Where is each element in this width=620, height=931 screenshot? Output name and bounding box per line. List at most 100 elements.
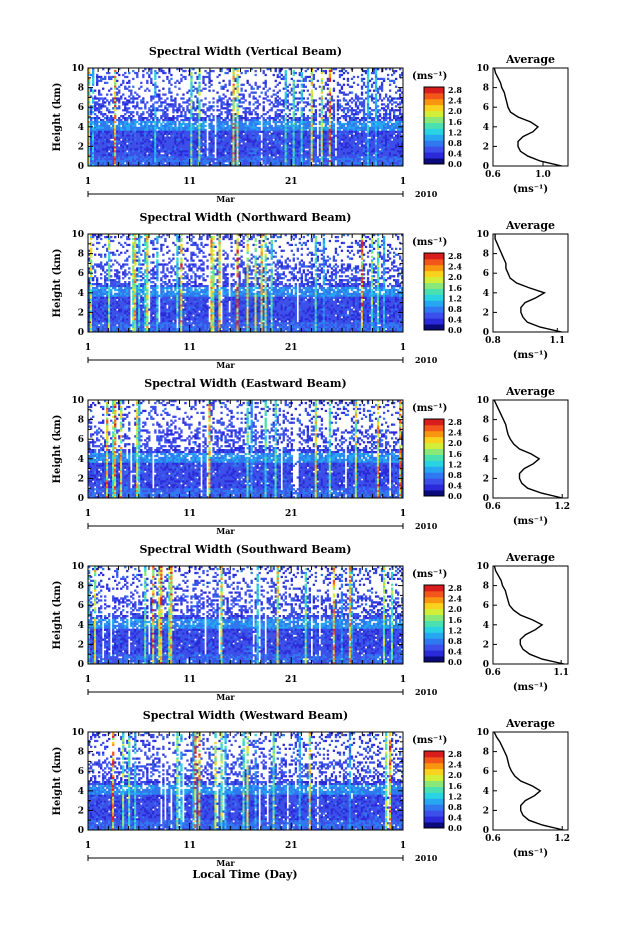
- colorbar-segment: [424, 763, 444, 769]
- y-tick-label: 6: [78, 601, 84, 611]
- y-tick-label: 4: [78, 787, 84, 797]
- x-tick-label: 1: [85, 177, 91, 187]
- y-tick-label: 4: [78, 455, 84, 465]
- colorbar-segment: [424, 615, 444, 621]
- colorbar-tick-label: 2.4: [448, 760, 462, 770]
- colorbar-tick-label: 1.6: [448, 781, 462, 791]
- colorbar-unit: (ms⁻¹): [412, 569, 447, 580]
- panel-title: Spectral Width (Vertical Beam): [149, 45, 342, 58]
- year-label: 2010: [415, 189, 438, 199]
- average-y-tick-label: 6: [483, 601, 489, 611]
- x-tick-label: 11: [183, 841, 196, 851]
- colorbar-segment: [424, 822, 444, 828]
- colorbar-unit: (ms⁻¹): [412, 237, 447, 248]
- colorbar-segment: [424, 443, 444, 449]
- colorbar-unit: (ms⁻¹): [412, 71, 447, 82]
- average-y-tick-label: 4: [483, 123, 489, 133]
- average-y-tick-label: 2: [483, 474, 489, 484]
- x-tick-label: 1: [85, 675, 91, 685]
- colorbar-tick-label: 0.4: [448, 646, 462, 656]
- panel-title: Spectral Width (Eastward Beam): [144, 377, 346, 390]
- average-y-tick-label: 6: [483, 435, 489, 445]
- y-tick-label: 6: [78, 103, 84, 113]
- x-tick-label: 1: [400, 841, 406, 851]
- y-tick-label: 10: [71, 562, 84, 572]
- colorbar-tick-label: 0.0: [448, 325, 462, 335]
- colorbar-tick-label: 0.8: [448, 304, 462, 314]
- colorbar: (ms⁻¹)0.00.40.81.21.62.02.42.8: [412, 735, 462, 833]
- colorbar-segment: [424, 626, 444, 632]
- x-tick-label: 11: [183, 177, 196, 187]
- x-tick-label: 21: [285, 841, 298, 851]
- average-y-tick-label: 10: [476, 64, 489, 74]
- average-x-tick-label: 1.1: [549, 336, 565, 346]
- colorbar: (ms⁻¹)0.00.40.81.21.62.02.42.8: [412, 71, 462, 169]
- y-tick-label: 6: [78, 435, 84, 445]
- colorbar-segment: [424, 816, 444, 822]
- average-title: Average: [505, 385, 555, 398]
- x-tick-label: 1: [400, 177, 406, 187]
- colorbar-segment: [424, 460, 444, 466]
- colorbar-unit: (ms⁻¹): [412, 403, 447, 414]
- colorbar-segment: [424, 134, 444, 140]
- average-x-tick-label: 1.2: [554, 834, 570, 844]
- average-y-tick-label: 8: [483, 748, 489, 758]
- month-label: Mar: [216, 526, 235, 536]
- average-y-tick-label: 2: [483, 640, 489, 650]
- colorbar-segment: [424, 798, 444, 804]
- colorbar: (ms⁻¹)0.00.40.81.21.62.02.42.8: [412, 403, 462, 501]
- colorbar-tick-label: 0.4: [448, 812, 462, 822]
- y-tick-label: 8: [78, 582, 84, 592]
- average-x-tick-label: 0.6: [485, 834, 501, 844]
- colorbar-segment: [424, 751, 444, 757]
- x-axis-title: Local Time (Day): [192, 868, 297, 881]
- colorbar-segment: [424, 455, 444, 461]
- y-tick-label: 6: [78, 767, 84, 777]
- colorbar-segment: [424, 289, 444, 295]
- colorbar-segment: [424, 792, 444, 798]
- average-y-tick-label: 8: [483, 582, 489, 592]
- panel-3: Spectral Width (Eastward Beam)0246810Hei…: [52, 377, 570, 536]
- average-y-tick-label: 6: [483, 269, 489, 279]
- average-profile-line: [494, 400, 562, 498]
- y-tick-label: 8: [78, 84, 84, 94]
- y-tick-label: 10: [71, 230, 84, 240]
- average-y-tick-label: 2: [483, 806, 489, 816]
- colorbar-segment: [424, 93, 444, 99]
- colorbar-segment: [424, 277, 444, 283]
- average-title: Average: [505, 717, 555, 730]
- average-title: Average: [505, 53, 555, 66]
- y-tick-label: 0: [78, 328, 84, 338]
- colorbar-tick-label: 2.4: [448, 96, 462, 106]
- colorbar-tick-label: 0.0: [448, 657, 462, 667]
- colorbar-segment: [424, 318, 444, 324]
- x-tick-label: 11: [183, 343, 196, 353]
- month-label: Mar: [216, 194, 235, 204]
- average-y-tick-label: 2: [483, 308, 489, 318]
- y-axis-label: Height (km): [52, 581, 63, 650]
- year-label: 2010: [415, 687, 438, 697]
- average-y-tick-label: 8: [483, 416, 489, 426]
- colorbar-tick-label: 1.2: [448, 791, 462, 801]
- average-x-tick-label: 0.6: [485, 502, 501, 512]
- colorbar-tick-label: 0.4: [448, 148, 462, 158]
- colorbar-segment: [424, 490, 444, 496]
- average-y-tick-label: 8: [483, 250, 489, 260]
- colorbar-segment: [424, 99, 444, 105]
- colorbar-segment: [424, 810, 444, 816]
- y-tick-label: 4: [78, 621, 84, 631]
- colorbar-tick-label: 1.6: [448, 449, 462, 459]
- colorbar-tick-label: 2.0: [448, 272, 462, 282]
- year-label: 2010: [415, 521, 438, 531]
- colorbar-tick-label: 2.8: [448, 417, 462, 427]
- colorbar-segment: [424, 111, 444, 117]
- colorbar-segment: [424, 484, 444, 490]
- colorbar-segment: [424, 117, 444, 123]
- colorbar-segment: [424, 253, 444, 259]
- colorbar-tick-label: 1.6: [448, 117, 462, 127]
- panel-5: Spectral Width (Westward Beam)0246810Hei…: [52, 709, 570, 868]
